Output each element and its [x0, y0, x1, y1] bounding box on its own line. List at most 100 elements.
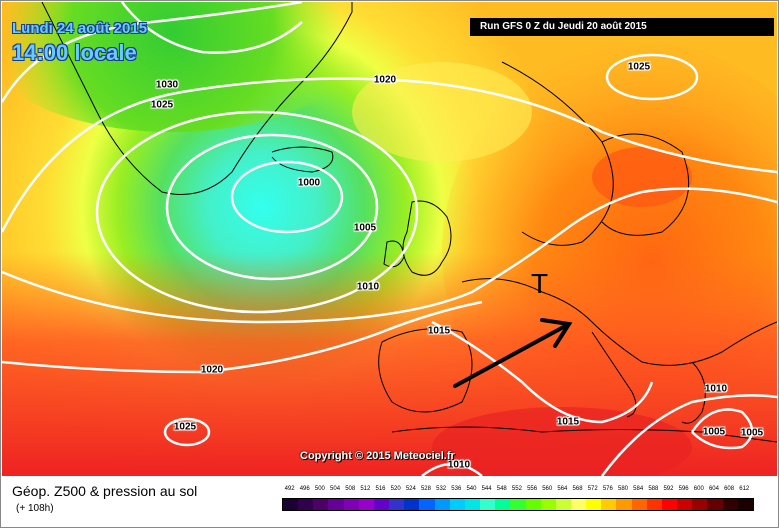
flow-arrow: [453, 318, 573, 388]
scale-swatch: [692, 499, 708, 510]
weather-map: 1030 1025 1020 1025 1000 1005 1010 1015 …: [2, 2, 777, 476]
scale-swatch: [464, 499, 481, 510]
scale-label: 520: [390, 486, 401, 492]
scale-label: 504: [330, 486, 341, 492]
scale-swatch: [449, 499, 465, 510]
scale-label: 532: [436, 486, 447, 492]
scale-swatch: [283, 499, 299, 510]
scale-swatch: [737, 499, 753, 510]
scale-label: 536: [451, 486, 462, 492]
isobar-1005-east: [690, 408, 754, 450]
isobar-1030: [121, 2, 303, 54]
isobar-1025-ne: [605, 53, 699, 101]
scale-label: 568: [572, 486, 583, 492]
africa-hot-spot: [432, 407, 692, 476]
isobar-1010-africa: [421, 462, 483, 476]
scale-label: 544: [481, 486, 492, 492]
scale-label: 548: [496, 486, 507, 492]
isobar-label-1005-east: 1005: [702, 426, 726, 438]
norway-coast: [501, 61, 614, 246]
scale-swatch: [570, 499, 587, 510]
scale-swatch: [555, 499, 571, 510]
scandinavia-hot-spot: [592, 147, 692, 207]
scale-label: 584: [633, 486, 644, 492]
isobar-label-1005: 1005: [353, 222, 377, 234]
legend-subtitle: (+ 108h): [16, 503, 54, 514]
scale-swatch: [661, 499, 678, 510]
scale-swatch: [358, 499, 374, 510]
scale-label: 512: [360, 486, 371, 492]
isobar-1020-south: [2, 300, 483, 374]
isobar-1010: [95, 110, 419, 314]
scale-swatch: [373, 499, 390, 510]
scale-swatch: [525, 499, 541, 510]
color-scale-labels: 492 496 500 504 508 512 516 520 524 528 532 536 540 5…: [282, 486, 752, 496]
isobar-label-1030: 1030: [155, 79, 179, 91]
scale-label: 496: [299, 486, 310, 492]
isobar-1005: [165, 133, 379, 281]
isobar-label-1025-north: 1025: [150, 99, 174, 111]
isobar-label-1010-africa: 1010: [447, 459, 471, 471]
scale-swatch: [540, 499, 556, 510]
scale-label: 556: [527, 486, 538, 492]
scale-label: 552: [511, 486, 522, 492]
scale-swatch: [389, 499, 405, 510]
scale-label: 612: [739, 486, 750, 492]
scale-swatch: [707, 499, 723, 510]
isobar-1000: [230, 160, 344, 234]
scale-label: 516: [375, 486, 386, 492]
scale-swatch: [601, 499, 617, 510]
north-africa-coast: [391, 426, 777, 443]
sweden-finland-coast: [601, 133, 690, 236]
scale-label: 592: [663, 486, 674, 492]
isobar-label-1020-north: 1020: [373, 74, 397, 86]
isobar-label-1000: 1000: [297, 177, 321, 189]
scale-label: 508: [345, 486, 356, 492]
isobar-1015-north: [2, 187, 777, 324]
forecast-time: 14:00 locale: [12, 40, 137, 65]
isobar-label-1010: 1010: [356, 281, 380, 293]
isobar-1020-north: [2, 77, 777, 233]
greece-coast: [681, 361, 706, 424]
greenland-coast: [41, 2, 353, 195]
isobar-1025-azores: [163, 417, 211, 447]
scale-label: 564: [557, 486, 568, 492]
scale-label: 492: [284, 486, 295, 492]
scale-swatch: [419, 499, 435, 510]
isobar-1025-north: [2, 2, 303, 103]
isobar-1010-south: [600, 394, 777, 476]
scale-label: 500: [314, 486, 325, 492]
scale-label: 600: [693, 486, 704, 492]
scale-label: 572: [587, 486, 598, 492]
copyright-text: Copyright © 2015 Meteociel.fr: [300, 450, 455, 462]
coastlines: [41, 2, 777, 443]
scale-swatch: [510, 499, 526, 510]
scale-label: 576: [602, 486, 613, 492]
scale-label: 528: [420, 486, 431, 492]
scale-label: 560: [542, 486, 553, 492]
low-pressure-marker: T: [531, 268, 549, 299]
scale-swatch: [328, 499, 344, 510]
legend-title: Géop. Z500 & pression au sol: [12, 483, 198, 499]
scale-swatch: [495, 499, 511, 510]
isobar-label-1020-south: 1020: [200, 364, 224, 376]
ireland-coast: [383, 240, 405, 268]
scale-label: 540: [466, 486, 477, 492]
color-scale-bar: [282, 498, 754, 511]
isobar-label-1010-east: 1010: [704, 383, 728, 395]
scale-label: 524: [405, 486, 416, 492]
scale-swatch: [404, 499, 420, 510]
isobar-label-1025-ne: 1025: [627, 61, 651, 73]
iberia-coast: [378, 328, 473, 413]
scale-label: 580: [618, 486, 629, 492]
scale-swatch: [646, 499, 662, 510]
continent-coast: [461, 278, 777, 366]
scale-swatch: [343, 499, 359, 510]
isobar-label-1005-far-east: 1005: [740, 427, 764, 439]
iceland-coast: [271, 146, 334, 173]
scale-swatch: [616, 499, 632, 510]
north-atlantic-yellow: [352, 62, 532, 162]
isobar-label-1015: 1015: [427, 325, 451, 337]
scale-swatch: [722, 499, 738, 510]
